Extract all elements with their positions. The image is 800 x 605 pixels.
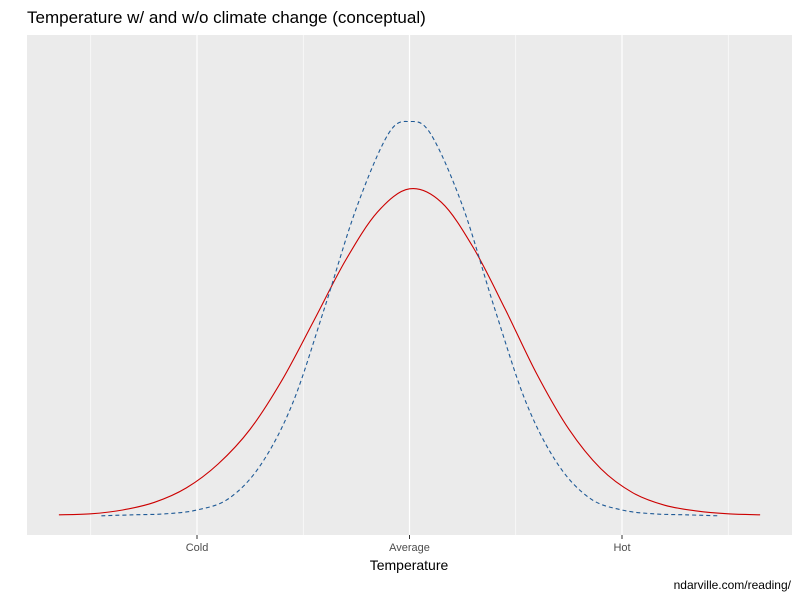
chart-title: Temperature w/ and w/o climate change (c…	[27, 8, 426, 27]
x-tick-label-2: Hot	[613, 542, 630, 554]
x-axis-label: Temperature	[370, 557, 449, 573]
chart-caption: ndarville.com/reading/	[674, 578, 792, 592]
x-axis-ticks	[196, 535, 623, 539]
x-tick-label-1: Average	[389, 542, 430, 554]
solid-density-curve	[58, 188, 761, 516]
x-tick-label-0: Cold	[186, 542, 209, 554]
major-gridlines	[196, 35, 623, 535]
minor-gridlines	[90, 35, 729, 535]
x-axis-tick-labels: Cold Average Hot	[186, 542, 631, 554]
series-layer	[58, 120, 761, 517]
